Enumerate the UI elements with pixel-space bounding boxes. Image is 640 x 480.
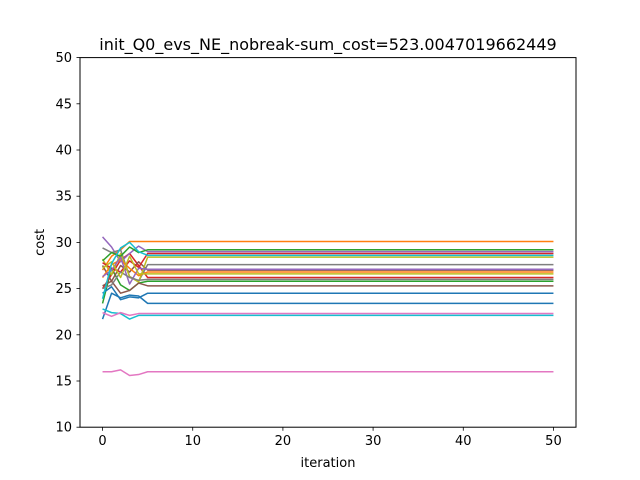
x-tick-label: 50 xyxy=(545,434,562,449)
y-tick-label: 25 xyxy=(55,282,72,297)
x-tick-label: 0 xyxy=(98,434,106,449)
x-axis-ticks: 0 10 20 30 40 50 xyxy=(98,427,562,449)
series-line-9 xyxy=(101,252,554,283)
x-tick-label: 20 xyxy=(275,434,292,449)
series-line-16 xyxy=(102,280,554,294)
y-tick-label: 50 xyxy=(55,51,72,66)
series-line-15 xyxy=(102,256,554,285)
series-line-11 xyxy=(102,286,554,301)
y-tick-label: 10 xyxy=(55,421,72,436)
x-tick-label: 10 xyxy=(184,434,201,449)
series-line-13 xyxy=(102,246,554,262)
y-tick-label: 40 xyxy=(55,144,72,159)
chart-title: init_Q0_evs_NE_nobreak-sum_cost=523.0047… xyxy=(99,35,556,55)
y-tick-label: 35 xyxy=(55,190,72,205)
series-line-17 xyxy=(102,311,554,318)
y-axis-ticks: 10 15 20 25 30 35 40 45 50 xyxy=(55,51,80,436)
series-lines xyxy=(101,236,554,377)
series-line-7 xyxy=(102,369,554,377)
series-line-14 xyxy=(102,252,554,273)
series-line-19 xyxy=(102,255,554,279)
x-tick-label: 40 xyxy=(455,434,472,449)
series-line-10 xyxy=(102,308,554,320)
y-axis-label: cost xyxy=(33,229,48,256)
series-line-5 xyxy=(101,236,554,263)
series-line-1 xyxy=(101,292,554,320)
x-tick-label: 30 xyxy=(365,434,382,449)
y-tick-label: 30 xyxy=(55,236,72,251)
y-tick-label: 15 xyxy=(55,375,72,390)
y-tick-label: 45 xyxy=(55,97,72,112)
y-tick-label: 20 xyxy=(55,328,72,343)
series-line-18 xyxy=(102,271,554,290)
series-line-20 xyxy=(101,241,554,299)
x-axis-label: iteration xyxy=(301,456,356,471)
